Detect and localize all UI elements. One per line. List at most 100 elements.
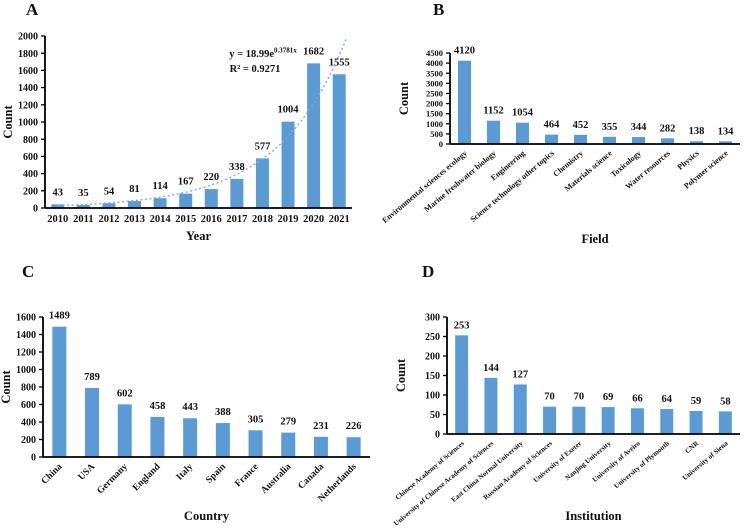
panel-b-publications-by-field: B 0 500 1000 1500 2000 2500 3000 3500 4000 4500 41… — [373, 0, 746, 258]
category-label: 2015 — [175, 214, 196, 225]
bar — [117, 404, 132, 457]
y-tick-label: 300 — [425, 313, 440, 324]
bar-value-label: 458 — [150, 401, 166, 412]
bar — [102, 203, 116, 208]
bar — [689, 410, 703, 434]
y-tick-label: 600 — [23, 152, 38, 163]
y-tick-label: 600 — [21, 400, 36, 411]
bar — [248, 430, 263, 457]
category-label: Canada — [297, 462, 327, 492]
y-tick-label: 2000 — [426, 99, 443, 109]
category-label: Italy — [175, 462, 196, 483]
bar — [513, 384, 527, 434]
bar-value-label: 355 — [602, 122, 618, 133]
bar — [660, 409, 674, 434]
y-tick-label: 150 — [425, 371, 440, 382]
category-label: France — [233, 462, 260, 489]
bar-value-label: 59 — [691, 396, 702, 407]
bar — [603, 136, 616, 144]
category-label: University of Plymouth — [613, 439, 672, 490]
y-tick-label: 200 — [425, 352, 440, 363]
bar-value-label: 81 — [129, 184, 140, 195]
y-tick-label: 0 — [439, 139, 443, 149]
y-tick-label: 4000 — [426, 58, 443, 68]
bar — [128, 201, 142, 208]
bar-value-label: 58 — [720, 396, 731, 407]
category-label: 2021 — [329, 214, 350, 225]
category-label: Germany — [96, 462, 130, 496]
bar — [661, 138, 674, 144]
y-tick-label: 0 — [435, 430, 440, 441]
bar — [85, 387, 100, 457]
category-label: England — [131, 462, 163, 494]
bar — [632, 137, 645, 144]
bar-value-label: 1489 — [49, 311, 70, 322]
bar — [307, 63, 321, 209]
bar — [719, 141, 732, 144]
bar-value-label: 114 — [153, 181, 169, 192]
bar-value-label: 70 — [544, 392, 555, 403]
category-label: 2017 — [226, 214, 247, 225]
bar — [51, 204, 65, 208]
trendline — [57, 38, 348, 207]
category-label: 2018 — [252, 214, 273, 225]
category-label: Physics — [676, 149, 701, 172]
y-tick-label: 1400 — [18, 83, 38, 94]
y-tick-label: 200 — [23, 186, 38, 197]
category-label: 2014 — [150, 214, 172, 225]
bar-value-label: 305 — [248, 414, 264, 425]
y-tick-label: 2500 — [426, 89, 443, 99]
bar — [255, 158, 269, 208]
bar-value-label: 602 — [117, 388, 133, 399]
bar — [516, 122, 529, 144]
bar — [150, 416, 165, 457]
y-axis-title: Count — [397, 81, 411, 115]
bar — [545, 134, 558, 144]
bar-value-label: 1004 — [278, 105, 300, 116]
y-tick-label: 800 — [21, 383, 36, 394]
bar — [204, 189, 218, 208]
category-label: 2016 — [201, 214, 222, 225]
bar — [313, 436, 328, 457]
y-tick-label: 200 — [21, 435, 36, 446]
y-tick-label: 250 — [425, 332, 440, 343]
bar-value-label: 54 — [104, 186, 115, 197]
trendline-equation: y = 18.99e0.3781x — [229, 47, 297, 61]
y-axis-title: Count — [1, 104, 15, 138]
y-tick-label: 400 — [23, 169, 38, 180]
bar — [484, 377, 498, 434]
panel-c-letter: C — [22, 262, 35, 281]
bar-value-label: 4120 — [454, 46, 475, 57]
category-label: CNR — [684, 439, 701, 455]
bar-value-label: 226 — [346, 421, 362, 432]
category-label: 2012 — [98, 214, 119, 225]
y-tick-label: 0 — [31, 453, 36, 464]
y-tick-label: 3500 — [426, 68, 443, 78]
chart-a-year-bar-chart: 0 200 400 600 800 1000 1200 1400 1600 1800 2000 43 2… — [1, 32, 352, 243]
x-axis-title: Year — [186, 229, 211, 243]
bar-value-label: 231 — [313, 421, 329, 432]
panel-c-publications-by-country: C 0 200 400 600 800 1000 1200 1400 1600 1489 China… — [0, 258, 373, 529]
bar — [76, 204, 90, 208]
bar-value-label: 35 — [78, 188, 89, 199]
bar — [487, 120, 500, 144]
category-label: 2011 — [73, 214, 93, 225]
bar-value-label: 167 — [178, 177, 194, 188]
bar — [179, 193, 193, 208]
category-label: Australia — [259, 462, 293, 496]
y-tick-label: 1000 — [426, 119, 443, 129]
bar-value-label: 282 — [660, 123, 676, 134]
bar-value-label: 443 — [182, 402, 198, 413]
bar — [183, 418, 198, 457]
bar — [455, 335, 469, 434]
bar — [543, 406, 557, 434]
y-tick-label: 1800 — [18, 49, 38, 60]
bar — [281, 121, 295, 208]
panel-d-letter: D — [422, 262, 435, 281]
y-tick-label: 100 — [425, 391, 440, 402]
bar-value-label: 452 — [573, 120, 589, 131]
bar-value-label: 344 — [631, 122, 648, 133]
panel-b-letter: B — [433, 0, 445, 19]
y-tick-label: 50 — [430, 410, 440, 421]
